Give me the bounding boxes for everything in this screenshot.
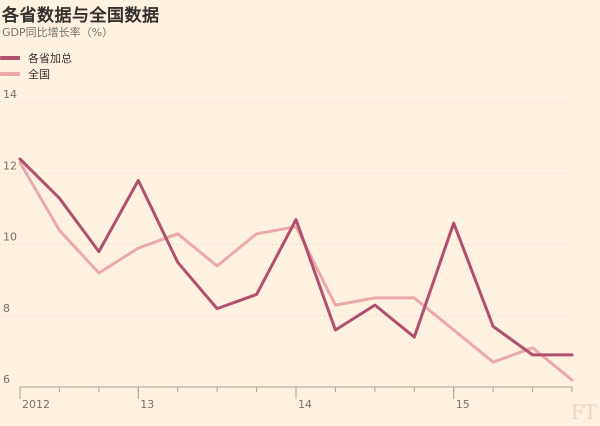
legend-item-national: 全国 — [0, 66, 50, 82]
legend-label-national: 全国 — [28, 68, 50, 81]
legend-label-provinces: 各省加总 — [28, 52, 72, 65]
y-tick-label-14: 14 — [3, 88, 17, 101]
ft-watermark: FT — [570, 400, 597, 424]
chart-title: 各省数据与全国数据 — [2, 6, 160, 26]
legend-item-provinces: 各省加总 — [0, 50, 72, 66]
y-tick-label-8: 8 — [3, 302, 10, 315]
series-line-0 — [18, 157, 574, 357]
y-tick-label-12: 12 — [3, 159, 17, 172]
legend-swatch-provinces — [0, 56, 20, 60]
x-tick-label-14: 14 — [298, 398, 312, 411]
y-tick-label-6: 6 — [3, 373, 10, 386]
chart-subtitle: GDP同比增长率（%） — [2, 26, 114, 39]
y-tick-label-10: 10 — [3, 231, 17, 244]
x-tick-label-15: 15 — [456, 398, 470, 411]
legend-swatch-national — [0, 72, 20, 76]
x-tick-label-13: 13 — [140, 398, 154, 411]
x-tick-label-2012: 2012 — [22, 398, 50, 411]
series-line-1 — [18, 161, 574, 382]
